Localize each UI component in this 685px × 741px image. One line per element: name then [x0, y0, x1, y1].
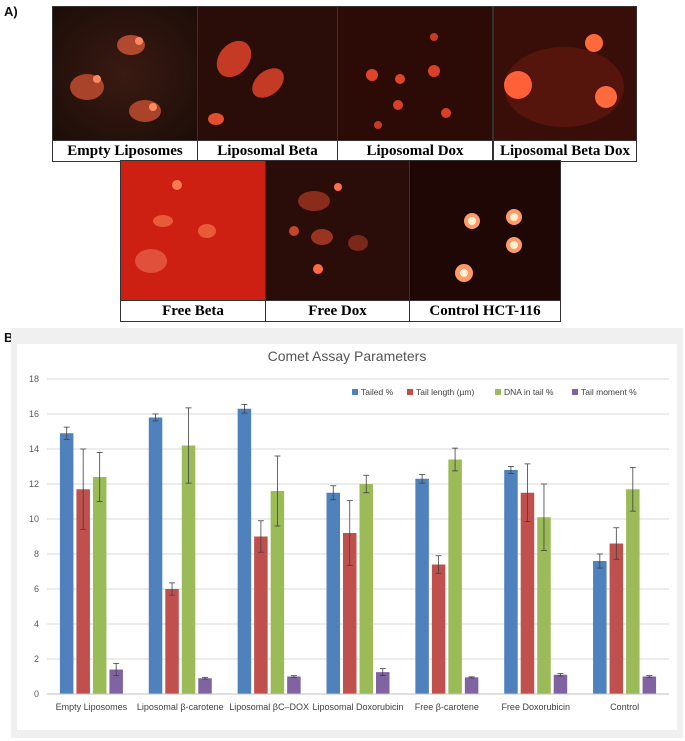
chart-title: Comet Assay Parameters	[267, 348, 427, 364]
bar	[165, 589, 179, 694]
legend-label: Tail length (µm)	[416, 387, 474, 397]
bar	[537, 517, 551, 694]
bar	[237, 408, 252, 694]
bar	[76, 489, 90, 694]
bar	[504, 470, 518, 694]
x-tick-label: Liposomal β-carotene	[137, 702, 224, 712]
micrograph-image	[198, 7, 337, 141]
y-tick-label: 4	[34, 619, 39, 629]
bar	[520, 492, 535, 694]
legend-swatch	[352, 389, 358, 395]
micrograph-caption: Free Beta	[121, 300, 265, 321]
micrograph-free-dox: Free Dox	[265, 160, 410, 322]
bar-chart: 0 2 4 6 8 10 12 14 16 18 Empty Liposomes Liposomal …	[29, 374, 669, 712]
bar	[343, 533, 357, 694]
chart-area: Comet Assay Parameters 0 2 4 6 8 10 12 14 16 18 Em…	[17, 344, 677, 730]
bar	[287, 676, 301, 694]
micrograph-caption: Liposomal Beta	[198, 140, 337, 161]
bar	[92, 477, 107, 694]
y-tick-label: 2	[34, 654, 39, 664]
micrograph-free-beta: Free Beta	[120, 160, 266, 322]
bar	[593, 561, 607, 694]
bar	[109, 669, 123, 694]
x-tick-label: Liposomal Doxorubicin	[312, 702, 403, 712]
micrograph-image	[53, 7, 197, 141]
x-tick-label: Free Doxorubicin	[501, 702, 570, 712]
micrograph-empty-liposomes: Empty Liposomes	[52, 6, 198, 162]
bar	[326, 492, 340, 694]
y-tick-label: 18	[29, 374, 39, 384]
micrograph-control: Control HCT-116	[409, 160, 561, 322]
micrograph-caption: Control HCT-116	[410, 300, 560, 321]
micrograph-image	[494, 7, 636, 141]
bar	[448, 459, 462, 694]
bar	[431, 564, 446, 694]
bar	[642, 676, 657, 694]
y-tick-label: 8	[34, 549, 39, 559]
bar	[270, 491, 285, 694]
micrograph-liposomal-dox: Liposomal Dox	[337, 6, 493, 162]
legend-label: Tail moment %	[581, 387, 637, 397]
legend-label: DNA in tail %	[504, 387, 554, 397]
bar	[415, 478, 429, 694]
y-tick-label: 12	[29, 479, 39, 489]
micrograph-image	[410, 161, 560, 301]
x-tick-label: Empty Liposomes	[56, 702, 128, 712]
bar	[609, 543, 624, 694]
micrograph-image	[338, 7, 492, 141]
y-tick-label: 0	[34, 689, 39, 699]
legend-label: Tailed %	[361, 387, 394, 397]
x-tick-label: Free β-carotene	[415, 702, 479, 712]
bar	[464, 677, 479, 694]
micrograph-image	[266, 161, 409, 301]
bar	[198, 678, 212, 694]
bar	[181, 445, 196, 694]
y-tick-label: 10	[29, 514, 39, 524]
micrograph-caption: Liposomal Beta Dox	[494, 140, 636, 161]
bar	[359, 484, 373, 694]
x-tick-label: Control	[610, 702, 639, 712]
chart-frame: Comet Assay Parameters 0 2 4 6 8 10 12 14 16 18 Em…	[11, 328, 683, 738]
y-tick-label: 14	[29, 444, 39, 454]
y-tick-label: 16	[29, 409, 39, 419]
panel-a-label: A)	[4, 4, 18, 19]
bar	[626, 489, 640, 694]
bar	[59, 433, 74, 694]
micrograph-liposomal-beta-dox: Liposomal Beta Dox	[493, 6, 637, 162]
micrograph-caption: Free Dox	[266, 300, 409, 321]
bar	[148, 417, 163, 694]
bar	[553, 674, 568, 694]
legend-swatch	[407, 389, 413, 395]
bar	[254, 536, 268, 694]
bar	[376, 672, 390, 694]
micrograph-liposomal-beta: Liposomal Beta	[197, 6, 338, 162]
legend-swatch	[572, 389, 578, 395]
micrograph-caption: Liposomal Dox	[338, 140, 492, 161]
micrograph-image	[121, 161, 265, 301]
y-tick-label: 6	[34, 584, 39, 594]
legend-swatch	[495, 389, 501, 395]
x-tick-label: Liposomal βC–DOX	[229, 702, 309, 712]
micrograph-caption: Empty Liposomes	[53, 140, 197, 161]
